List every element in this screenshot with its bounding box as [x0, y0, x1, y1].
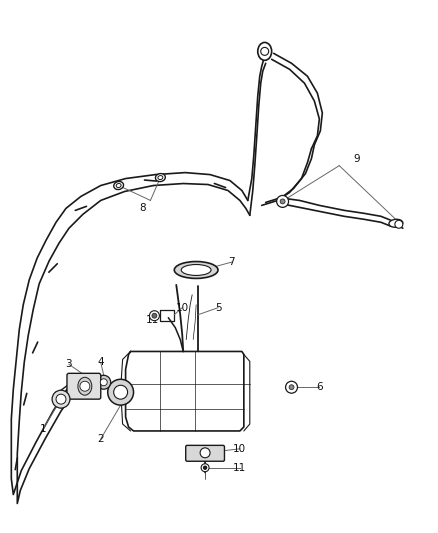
Circle shape [261, 47, 268, 55]
Circle shape [97, 375, 111, 389]
Circle shape [80, 381, 90, 391]
Circle shape [108, 379, 134, 405]
Text: 6: 6 [316, 382, 323, 392]
Text: 10: 10 [176, 303, 189, 313]
Text: 11: 11 [233, 463, 247, 473]
Circle shape [277, 196, 289, 207]
Circle shape [289, 385, 294, 390]
Circle shape [280, 199, 285, 204]
Circle shape [56, 394, 66, 404]
Text: 5: 5 [215, 303, 221, 313]
Circle shape [52, 390, 70, 408]
Ellipse shape [181, 264, 211, 276]
Circle shape [100, 379, 107, 386]
Ellipse shape [389, 219, 403, 227]
Ellipse shape [155, 174, 165, 182]
Text: 2: 2 [97, 434, 104, 444]
Circle shape [114, 385, 127, 399]
Circle shape [286, 381, 297, 393]
Circle shape [204, 466, 207, 469]
Ellipse shape [258, 43, 272, 60]
Circle shape [152, 313, 157, 318]
Circle shape [149, 311, 159, 321]
Ellipse shape [114, 181, 124, 190]
Text: 11: 11 [146, 314, 159, 325]
Text: 4: 4 [97, 358, 104, 367]
Ellipse shape [116, 183, 121, 188]
Ellipse shape [78, 377, 92, 395]
Text: 9: 9 [354, 154, 360, 164]
Circle shape [395, 220, 403, 228]
Text: 3: 3 [66, 359, 72, 369]
FancyBboxPatch shape [186, 446, 224, 461]
Text: 8: 8 [139, 204, 146, 213]
Text: 1: 1 [40, 424, 46, 434]
Text: 7: 7 [229, 257, 235, 267]
Circle shape [201, 464, 209, 472]
Text: 10: 10 [233, 444, 247, 454]
Ellipse shape [158, 175, 163, 180]
Ellipse shape [174, 262, 218, 278]
Circle shape [200, 448, 210, 458]
FancyBboxPatch shape [67, 373, 101, 399]
